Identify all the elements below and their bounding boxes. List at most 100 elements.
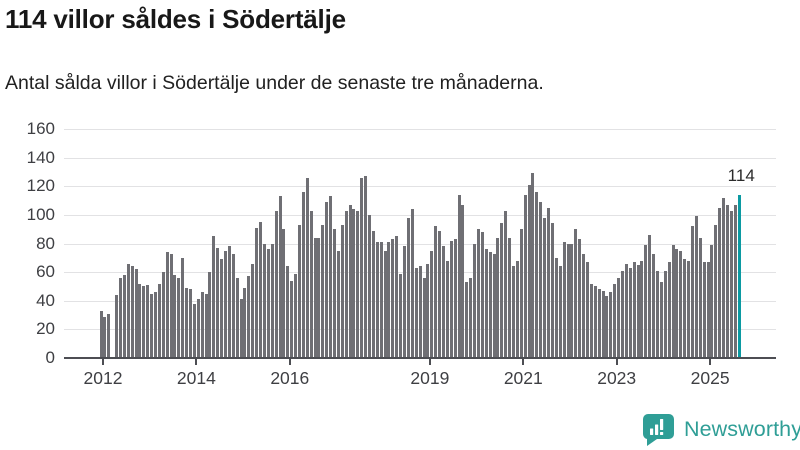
bar (484, 249, 488, 358)
y-axis-label: 40 (36, 290, 55, 310)
x-axis-tick (428, 359, 431, 365)
bar (434, 226, 438, 358)
bar (403, 246, 407, 358)
bar (379, 242, 383, 358)
bar (593, 286, 597, 358)
newsworthy-wordmark: Newsworthy (684, 416, 800, 441)
page-title: 114 villor såldes i Södertälje (5, 4, 346, 34)
bar (671, 244, 675, 358)
bar (130, 266, 134, 358)
branding: Newsworthy (640, 411, 800, 447)
bar (624, 263, 628, 358)
bar (613, 283, 617, 358)
bar (508, 237, 512, 358)
gridline (64, 243, 776, 245)
bar (476, 229, 480, 358)
bar (733, 204, 737, 358)
bar (644, 244, 648, 358)
bar (259, 222, 263, 358)
bar (313, 237, 317, 358)
bar (414, 267, 418, 358)
x-axis-tick (102, 359, 104, 365)
bar (399, 273, 403, 358)
bar (691, 226, 695, 358)
bar (410, 209, 414, 358)
x-axis-label: 2012 (83, 368, 123, 388)
x-axis-line (64, 357, 776, 359)
bar (107, 313, 111, 358)
bar (500, 223, 504, 358)
bar (321, 224, 325, 358)
bar (150, 293, 154, 358)
bar (255, 227, 259, 358)
bar (652, 253, 656, 358)
bar (340, 224, 344, 358)
bar (706, 262, 710, 358)
bar (220, 259, 224, 358)
y-axis-label: 20 (36, 319, 55, 339)
bar (375, 242, 379, 358)
x-axis-label: 2021 (503, 368, 543, 388)
bar (465, 282, 469, 358)
bar (177, 277, 181, 358)
bar (352, 209, 356, 358)
bar (531, 173, 535, 358)
bar (449, 240, 453, 358)
bar (605, 296, 609, 358)
bar (192, 303, 196, 358)
bar (309, 210, 313, 358)
bar (601, 290, 605, 358)
bar (216, 247, 220, 358)
bar (418, 266, 422, 358)
y-axis-label: 0 (45, 348, 55, 367)
x-axis-tick (195, 359, 198, 365)
bar (453, 239, 457, 358)
bar (492, 253, 496, 358)
y-axis-label: 100 (26, 204, 55, 224)
bar (387, 242, 391, 358)
bar (461, 204, 465, 358)
bar (157, 283, 161, 358)
bar (527, 184, 531, 358)
bar (333, 229, 336, 358)
y-axis-label: 120 (26, 176, 55, 196)
bar (585, 262, 589, 358)
bar (441, 246, 445, 358)
highlighted-bar (737, 194, 741, 358)
bar (294, 273, 298, 358)
bar (523, 194, 527, 358)
bar (126, 263, 130, 358)
bar (554, 257, 558, 358)
gridline (64, 214, 776, 216)
bar (364, 176, 368, 358)
y-axis-label: 140 (26, 147, 55, 167)
gridline (64, 157, 776, 159)
bar (726, 204, 730, 358)
bar (558, 266, 562, 358)
bar (395, 236, 399, 358)
page-subtitle: Antal sålda villor i Södertälje under de… (5, 72, 544, 94)
bar (597, 289, 601, 358)
bar (103, 316, 107, 358)
bar (589, 283, 593, 358)
bar (274, 210, 278, 358)
newsworthy-logo-icon (642, 414, 674, 446)
x-axis-label: 2025 (690, 368, 730, 388)
bar (305, 177, 309, 358)
bar (290, 280, 294, 358)
y-axis-label: 160 (26, 119, 55, 138)
bar (371, 230, 375, 358)
bar (496, 237, 500, 358)
bar (628, 267, 632, 358)
bar (504, 210, 508, 358)
bar (115, 295, 119, 358)
bar (247, 276, 251, 358)
bar (325, 202, 329, 358)
bar (200, 292, 204, 358)
bar (640, 260, 644, 358)
bar (348, 204, 352, 358)
bar (550, 223, 554, 358)
x-axis-label: 2016 (270, 368, 310, 388)
bar (539, 202, 543, 358)
